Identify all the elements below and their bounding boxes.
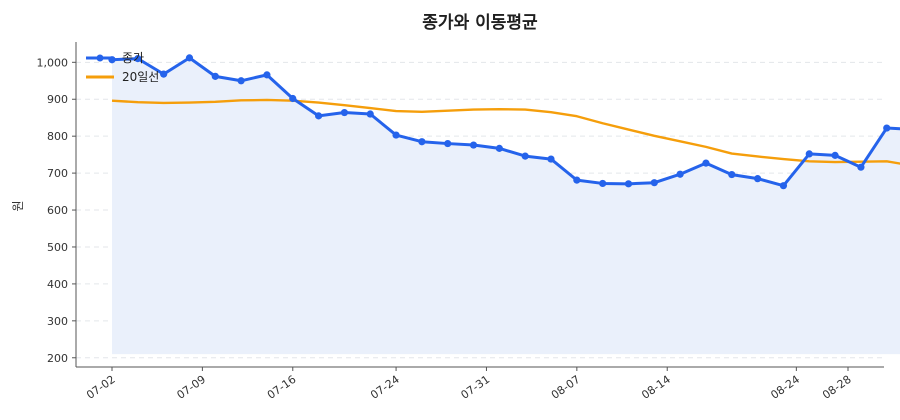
y-tick-label: 200 [47,352,68,365]
close-point [676,170,684,178]
close-point [805,150,813,158]
close-point [573,176,581,184]
x-tick-label: 07-24 [368,373,402,402]
x-tick-label: 08-24 [768,373,802,402]
close-point [418,138,426,146]
close-point [314,112,323,120]
y-tick-label: 500 [47,241,68,254]
y-tick-label: 700 [47,167,68,180]
y-ticks: 200 300 400 500 600 700 800 900 1,000 [37,56,76,365]
ma20-line [111,98,900,165]
close-point [547,155,555,163]
close-point [857,163,865,171]
x-tick-label: 08-28 [820,373,854,402]
series-lines [111,56,900,188]
close-point [134,55,142,63]
close-point [883,124,891,132]
y-tick-label: 800 [47,130,68,143]
x-tick-label: 07-16 [265,373,299,402]
close-point [624,180,633,188]
close-point [650,179,658,187]
y-tick-label: 300 [47,315,68,328]
close-area-fill [112,57,900,355]
close-point [521,152,529,160]
close-point [469,141,478,149]
legend-close-label: 종가 [122,51,144,65]
legend-ma20-label: 20일선 [122,70,159,84]
x-tick-label: 07-02 [84,373,118,402]
close-point [779,182,788,190]
x-tick-label: 07-09 [174,373,208,402]
close-point [444,139,452,148]
close-point [831,151,839,159]
y-axis-label: 원 [11,200,25,211]
close-point [211,72,219,80]
x-ticks: 07-02 07-09 07-16 07-24 07-31 08-07 08-14 08-24… [84,367,854,402]
x-tick-label: 08-07 [549,373,583,402]
y-tick-label: 600 [47,204,68,217]
close-line [111,56,900,188]
legend: 종가 20일선 [86,51,159,84]
close-point [702,159,710,167]
close-point [754,175,762,183]
y-tick-label: 1,000 [37,56,69,69]
legend-close-marker [96,54,104,62]
x-tick-label: 08-14 [639,373,673,402]
axes [75,42,884,368]
close-points [108,54,891,190]
close-point [599,179,607,188]
close-point [185,54,194,62]
close-point [495,144,503,152]
close-point [289,94,297,103]
close-point [340,108,349,117]
y-tick-label: 900 [47,93,68,106]
y-tick-label: 400 [47,278,68,291]
close-point [237,77,245,85]
close-point [392,131,400,139]
close-area [112,57,900,355]
chart-title: 종가와 이동평균 [422,13,538,33]
close-point [728,170,736,179]
close-point [160,70,168,78]
x-tick-label: 07-31 [459,373,493,402]
close-point [366,110,374,118]
close-point [263,71,271,79]
